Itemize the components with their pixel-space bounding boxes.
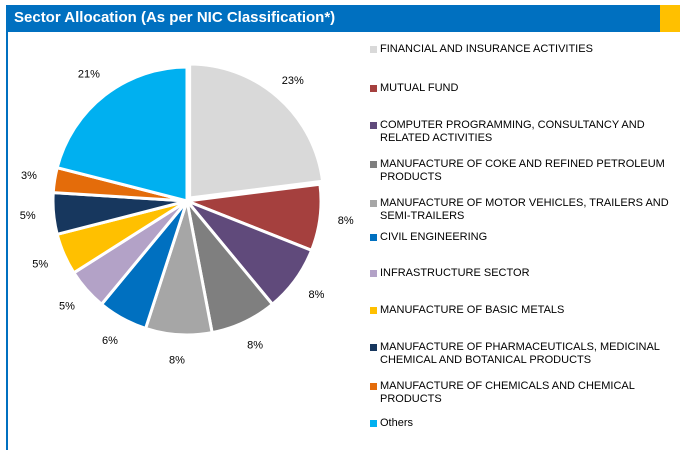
data-label: 8% [247,340,263,352]
legend-swatch [370,46,377,53]
data-label: 3% [21,170,37,182]
legend-swatch [370,161,377,168]
header-bar [6,5,660,32]
legend-label: MANUFACTURE OF BASIC METALS [380,304,565,316]
frame-edge [6,32,8,450]
legend-label: MANUFACTURE OF CHEMICALS AND CHEMICAL PR… [380,380,635,405]
header-accent [660,5,680,32]
data-label: 8% [338,215,354,227]
legend-swatch [370,234,377,241]
legend-label: FINANCIAL AND INSURANCE ACTIVITIES [380,43,593,55]
legend-entry: FINANCIAL AND INSURANCE ACTIVITIES [370,43,685,56]
legend-label: Others [380,417,414,429]
data-label: 5% [20,210,36,222]
legend-entry: MUTUAL FUND [370,82,685,95]
data-label: 21% [78,68,100,80]
data-label: 23% [282,75,304,87]
legend-swatch [370,200,377,207]
legend-entry: Others [370,417,685,430]
legend-label: INFRASTRUCTURE SECTOR [380,267,530,279]
data-label: 5% [59,301,75,313]
legend-entry: MANUFACTURE OF PHARMACEUTICALS, MEDICINA… [370,341,685,367]
legend-swatch [370,420,377,427]
legend-label: MANUFACTURE OF MOTOR VEHICLES, TRAILERS … [380,197,669,222]
data-label: 6% [102,335,118,347]
legend-entry: MANUFACTURE OF BASIC METALS [370,304,685,317]
legend-entry: COMPUTER PROGRAMMING, CONSULTANCY AND RE… [370,119,685,145]
legend-swatch [370,270,377,277]
legend-label: MUTUAL FUND [380,82,459,94]
legend-label: COMPUTER PROGRAMMING, CONSULTANCY AND RE… [380,119,645,144]
legend-swatch [370,344,377,351]
pie-slice [188,62,325,200]
legend-swatch [370,307,377,314]
legend-swatch [370,122,377,129]
legend-label: MANUFACTURE OF COKE AND REFINED PETROLEU… [380,158,665,183]
legend-entry: MANUFACTURE OF COKE AND REFINED PETROLEU… [370,158,685,184]
legend-entry: CIVIL ENGINEERING [370,231,685,244]
data-label: 8% [169,355,185,367]
data-label: 5% [32,258,48,270]
data-label: 8% [308,289,324,301]
legend-swatch [370,383,377,390]
legend-entry: MANUFACTURE OF CHEMICALS AND CHEMICAL PR… [370,380,685,406]
pie-slice [55,65,189,203]
legend-entry: INFRASTRUCTURE SECTOR [370,267,685,280]
legend-swatch [370,85,377,92]
legend-label: CIVIL ENGINEERING [380,231,488,243]
chart-title: Sector Allocation (As per NIC Classifica… [14,9,336,26]
legend-label: MANUFACTURE OF PHARMACEUTICALS, MEDICINA… [380,341,660,366]
legend-entry: MANUFACTURE OF MOTOR VEHICLES, TRAILERS … [370,197,685,223]
